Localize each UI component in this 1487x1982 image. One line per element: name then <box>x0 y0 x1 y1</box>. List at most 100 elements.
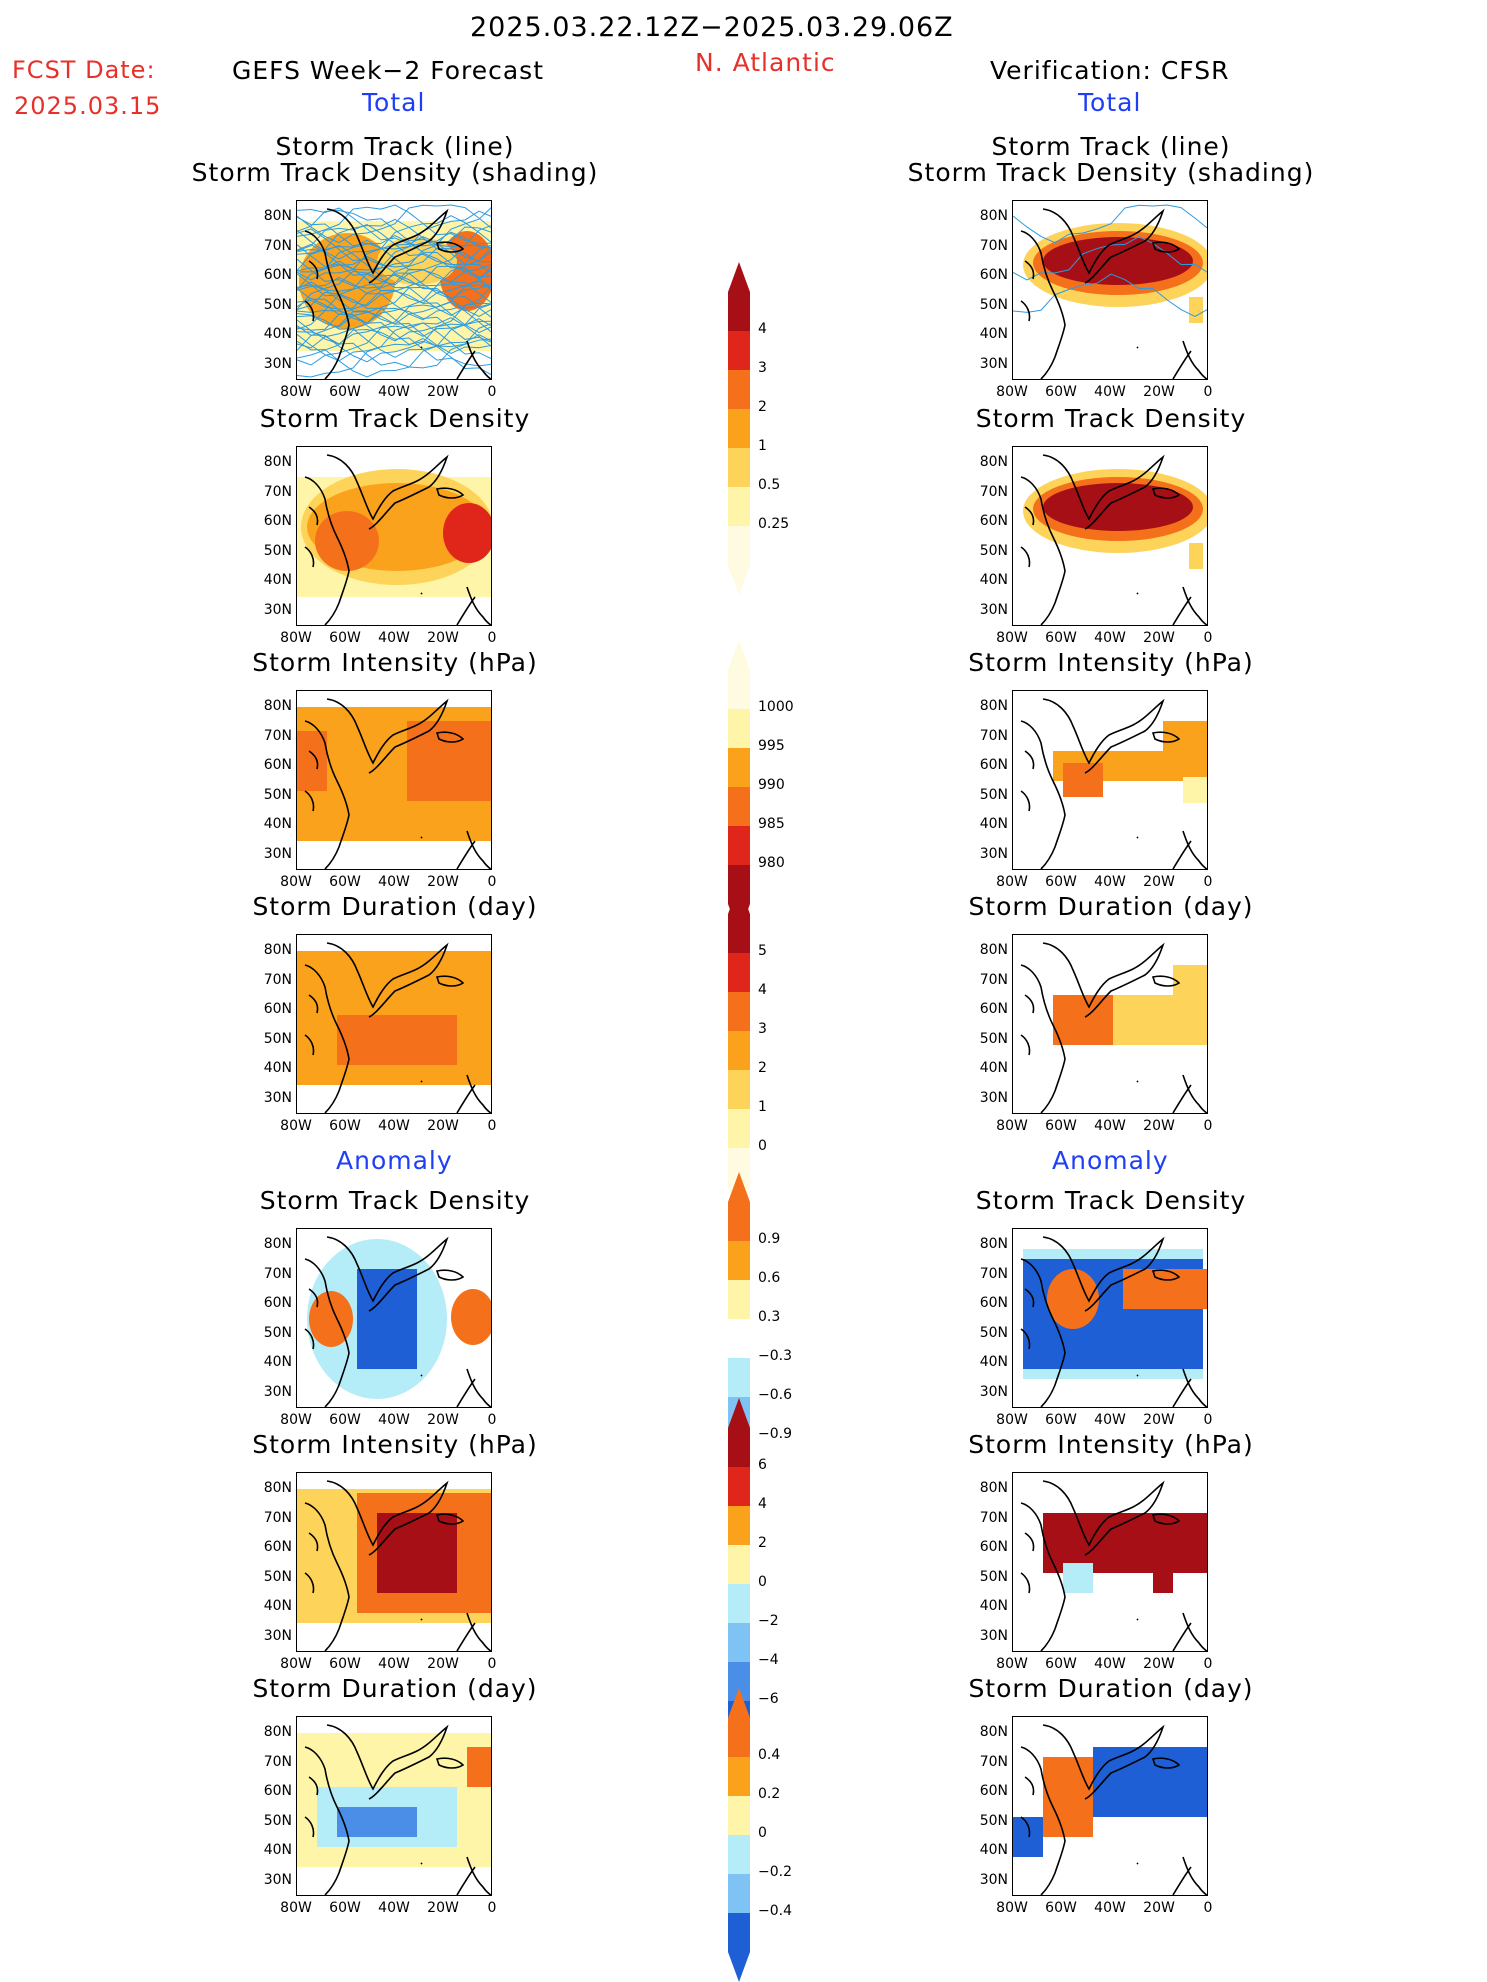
left-title: GEFS Week−2 Forecast <box>232 56 545 85</box>
lat-tick-label: 80N <box>979 1236 1008 1252</box>
lat-tick-label: 70N <box>979 1265 1008 1282</box>
lat-tick-label: 70N <box>263 971 292 988</box>
storm-track-line <box>297 235 491 279</box>
colorbar-segment <box>728 1319 750 1358</box>
storm-track-line <box>297 239 491 283</box>
colorbar-tick-label: −0.9 <box>758 1426 792 1442</box>
lon-tick-label: 80W <box>996 874 1028 890</box>
storm-track-line <box>297 331 491 369</box>
gefs-anom-duration-map <box>296 1716 492 1896</box>
colorbar-tick-label: 2 <box>758 399 767 415</box>
lon-tick-label: 20W <box>1143 874 1175 890</box>
left-total-label: Total <box>362 88 426 117</box>
colorbar-cap-top <box>728 640 750 670</box>
right-anom-intensity-title: Storm Intensity (hPa) <box>968 1430 1254 1459</box>
colorbar-cap-top <box>728 884 750 914</box>
colorbar-segment <box>728 1718 750 1757</box>
colorbar-tick-label: 995 <box>758 738 785 754</box>
colorbar-tick-label: 0.5 <box>758 477 781 493</box>
region-label: N. Atlantic <box>695 48 836 77</box>
colorbar-tick-label: 3 <box>758 360 767 376</box>
coastline <box>1020 1724 1207 1895</box>
lon-tick-label: 0 <box>487 1118 497 1134</box>
shading-region <box>1153 1563 1173 1593</box>
lat-tick-label: 30N <box>979 355 1008 372</box>
lat-tick-label: 80N <box>263 208 292 224</box>
storm-track-line <box>297 301 491 345</box>
lat-tick-label: 40N <box>979 326 1008 342</box>
colorbar-segment <box>728 1835 750 1874</box>
colorbar-duration-anom: 0.4 0.2 0 −0.2 −0.4 <box>724 1688 824 1982</box>
left-track-line-title: Storm Track (line) <box>275 132 515 161</box>
colorbar-segment <box>728 826 750 865</box>
lat-tick-label: 30N <box>979 1089 1008 1106</box>
lat-tick-label: 70N <box>979 483 1008 500</box>
lat-tick-label: 70N <box>263 1509 292 1526</box>
shading-region <box>1053 995 1113 1045</box>
lat-tick-label: 70N <box>979 1509 1008 1526</box>
colorbar-density-total: 4 3 2 1 0.5 0.25 <box>724 262 824 595</box>
lat-tick-label: 50N <box>263 786 292 803</box>
colorbar-cap-top <box>728 1688 750 1718</box>
storm-track-line <box>297 313 491 358</box>
cfsr-density-map <box>1012 446 1208 626</box>
gefs-density-map <box>296 446 492 626</box>
shading-region <box>1013 1817 1043 1857</box>
lat-tick-label: 30N <box>263 601 292 618</box>
right-duration-title: Storm Duration (day) <box>968 892 1254 921</box>
colorbar-segment <box>728 1148 750 1187</box>
lon-tick-label: 20W <box>1143 1118 1175 1134</box>
right-density-title: Storm Track Density <box>975 404 1247 433</box>
shading-region <box>1093 1747 1207 1817</box>
lat-tick-label: 60N <box>979 1295 1008 1311</box>
lat-tick-label: 50N <box>263 542 292 559</box>
colorbar-tick-label: 0.9 <box>758 1231 781 1247</box>
gefs-anom-intensity-map <box>296 1472 492 1652</box>
lon-tick-label: 20W <box>1143 1900 1175 1916</box>
colorbar-tick-label: 4 <box>758 321 767 337</box>
left-density-title: Storm Track Density <box>259 404 531 433</box>
gefs-duration-map <box>296 934 492 1114</box>
lat-tick-label: 40N <box>263 1060 292 1076</box>
gefs-anom-density-map <box>296 1228 492 1408</box>
shading-region <box>1173 965 1207 1005</box>
lat-tick-label: 60N <box>263 1783 292 1799</box>
colorbar-tick-label: 0.4 <box>758 1747 781 1763</box>
colorbar-tick-label: 985 <box>758 816 785 832</box>
lon-tick-label: 40W <box>378 630 410 646</box>
coastline <box>304 454 491 625</box>
colorbar-tick-label: −0.2 <box>758 1864 792 1880</box>
colorbar-segment <box>728 1202 750 1241</box>
cfsr-duration-map <box>1012 934 1208 1114</box>
colorbar-cap-top <box>728 1398 750 1428</box>
lon-tick-label: 20W <box>427 874 459 890</box>
coastline <box>304 942 491 1113</box>
left-intensity-title: Storm Intensity (hPa) <box>252 648 538 677</box>
colorbar-segment <box>728 1545 750 1584</box>
lat-tick-label: 50N <box>263 1030 292 1047</box>
colorbar-tick-label: 0.3 <box>758 1309 781 1325</box>
lon-tick-label: 60W <box>1045 874 1077 890</box>
right-track-density-shading-title: Storm Track Density (shading) <box>907 158 1315 187</box>
lat-tick-label: 80N <box>263 454 292 470</box>
lat-tick-label: 40N <box>979 1060 1008 1076</box>
lon-tick-label: 80W <box>996 1656 1028 1672</box>
colorbar-tick-label: −6 <box>758 1691 779 1707</box>
colorbar-segment <box>728 331 750 370</box>
lon-tick-label: 0 <box>1203 1656 1213 1672</box>
lat-tick-label: 60N <box>263 1001 292 1017</box>
colorbar-tick-label: 3 <box>758 1021 767 1037</box>
storm-track-line <box>1013 273 1207 317</box>
lat-tick-label: 50N <box>263 1812 292 1829</box>
coastline <box>304 208 491 379</box>
lat-tick-label: 70N <box>263 237 292 254</box>
lat-tick-label: 60N <box>979 1783 1008 1799</box>
lon-tick-label: 40W <box>378 1118 410 1134</box>
lat-tick-label: 40N <box>263 816 292 832</box>
storm-track-line <box>297 218 491 262</box>
lat-tick-label: 70N <box>979 237 1008 254</box>
shading-region <box>377 1513 457 1593</box>
lat-tick-label: 80N <box>263 1724 292 1740</box>
lon-tick-label: 40W <box>1094 630 1126 646</box>
lon-tick-label: 0 <box>1203 1118 1213 1134</box>
